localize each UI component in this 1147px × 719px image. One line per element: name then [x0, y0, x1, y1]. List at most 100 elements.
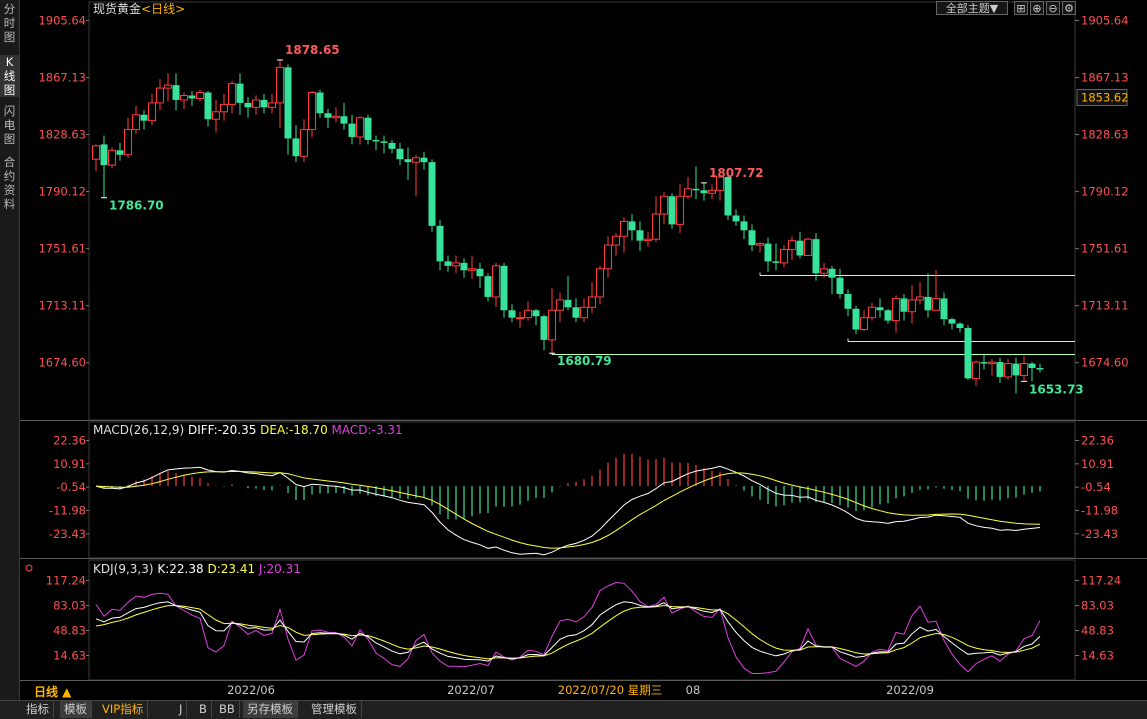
bottom-tab-2[interactable]: VIP指标 [98, 701, 149, 718]
candle-body [428, 162, 436, 226]
candle-body [844, 293, 852, 309]
candle-body [724, 176, 732, 216]
bottom-tab-1[interactable]: 模板 [60, 701, 92, 718]
chart-area: 1905.64 1905.64 1867.13 1867.13 1828.63 1828.… [20, 1, 1147, 699]
macd-y-tick-left: -0.54 [56, 480, 86, 494]
candle-body [412, 157, 420, 163]
price-y-tick-right: 1905.64 [1081, 14, 1129, 28]
diff-value: DIFF:-20.35 [188, 423, 260, 437]
sidebar-tab-2[interactable]: 闪电图 [3, 104, 16, 146]
sidebar-tab-0[interactable]: 分时图 [3, 2, 16, 44]
bottom-tab-6[interactable]: 另存模板 [243, 701, 298, 718]
diff-line [95, 465, 1041, 556]
candle-body [452, 262, 460, 267]
candle-body [852, 308, 860, 330]
theme-dropdown[interactable]: 全部主题▼ [936, 1, 1008, 15]
candle-body [348, 123, 356, 137]
macd-value: MACD:-3.31 [332, 423, 403, 437]
candle-body [692, 188, 700, 191]
period-selector: 日线 ▲ [34, 684, 72, 699]
kdj-y-tick-right: 14.63 [1081, 649, 1114, 663]
candle-body [420, 157, 428, 163]
zoom-out-icon[interactable]: ⊖ [1046, 1, 1060, 15]
candle-body [404, 159, 412, 163]
macd-y-tick-left: 10.91 [53, 457, 86, 471]
macd-y-tick-left: 22.36 [53, 434, 86, 448]
sidebar-tab-3[interactable]: 合约资料 [3, 155, 16, 211]
period-label: <日线> [141, 2, 185, 16]
candle-body [316, 92, 324, 114]
candle-body [484, 276, 492, 297]
candle-body [340, 116, 348, 124]
bottom-tab-5[interactable]: BB [215, 701, 240, 718]
candle-body [236, 83, 244, 103]
candle-body [740, 221, 748, 231]
dea-line [95, 470, 1041, 549]
candle-body [260, 99, 268, 108]
bottom-tab-0[interactable]: 指标 [22, 701, 54, 718]
candle-body [716, 176, 724, 191]
candle-body [996, 362, 1004, 377]
macd-y-tick-right: -0.54 [1081, 480, 1111, 494]
candle-body [468, 268, 476, 271]
candle-body [436, 225, 444, 262]
k-value: K:22.38 [157, 562, 207, 576]
candle-body [180, 95, 188, 101]
kdj-label: KDJ(9,3,3) [93, 562, 157, 576]
candle-body [804, 238, 812, 256]
candle-body [812, 239, 820, 274]
candle-body [1004, 363, 1012, 378]
bottom-tab-3[interactable]: J [175, 701, 188, 718]
candle-body [876, 307, 884, 311]
candle-body [188, 95, 196, 99]
candle-body [532, 310, 540, 317]
panel-headers: 现货黄金<日线> MACD(26,12,9) DIFF:-20.35 DEA:-1… [25, 1, 403, 576]
candle-body [756, 243, 764, 246]
price-marker-high: 1878.65 [285, 43, 340, 57]
macd-y-tick-left: -23.43 [49, 527, 86, 541]
candle-body [324, 113, 332, 118]
price-marker-low: 1786.70 [109, 199, 164, 213]
bottom-tab-4[interactable]: B [195, 701, 212, 718]
candle-body [580, 306, 588, 319]
price-y-tick-right: 1867.13 [1081, 71, 1129, 85]
candle-body [196, 92, 204, 99]
price-y-tick-left: 1713.11 [38, 299, 86, 313]
candle-body [268, 102, 276, 108]
settings-icon[interactable]: ⚙ [1062, 1, 1076, 15]
candle-body [604, 244, 612, 270]
price-y-tick-left: 1751.61 [38, 242, 86, 256]
candle-body [140, 114, 148, 121]
grid-icon[interactable]: ⊞ [1014, 1, 1028, 15]
current-price-label: 1853.62 [1081, 91, 1129, 105]
candle-body [860, 317, 868, 331]
candle-body [924, 296, 932, 311]
candle-body [284, 67, 292, 139]
candle-body [572, 307, 580, 318]
kdj-y-tick-right: 117.24 [1081, 574, 1121, 588]
x-tick-label: 2022/07/20 星期三 [558, 683, 662, 697]
price-y-tick-right: 1790.12 [1081, 185, 1129, 199]
candle-body [628, 221, 636, 231]
bottom-tab-7[interactable]: 管理模板 [307, 701, 362, 718]
candle-body [764, 243, 772, 262]
candle-body [116, 150, 124, 155]
candle-body [276, 66, 284, 104]
chart-title: 现货黄金<日线> [93, 1, 185, 16]
candle-body [228, 83, 236, 105]
zoom-in-icon[interactable]: ⊕ [1030, 1, 1044, 15]
candle-body [644, 238, 652, 242]
candle-body [596, 268, 604, 298]
candle-body [780, 249, 788, 264]
macd-y-tick-right: 10.91 [1081, 457, 1114, 471]
candle-body [100, 144, 108, 166]
candle-body [156, 87, 164, 104]
j-value: J:20.31 [258, 562, 301, 576]
candle-body [668, 196, 676, 225]
candle-body [164, 84, 172, 89]
candle-body [796, 240, 804, 256]
kdj-header: KDJ(9,3,3) K:22.38 D:23.41 J:20.31 [93, 562, 301, 576]
kdj-y-tick-right: 48.83 [1081, 624, 1114, 638]
candle-body [252, 99, 260, 108]
